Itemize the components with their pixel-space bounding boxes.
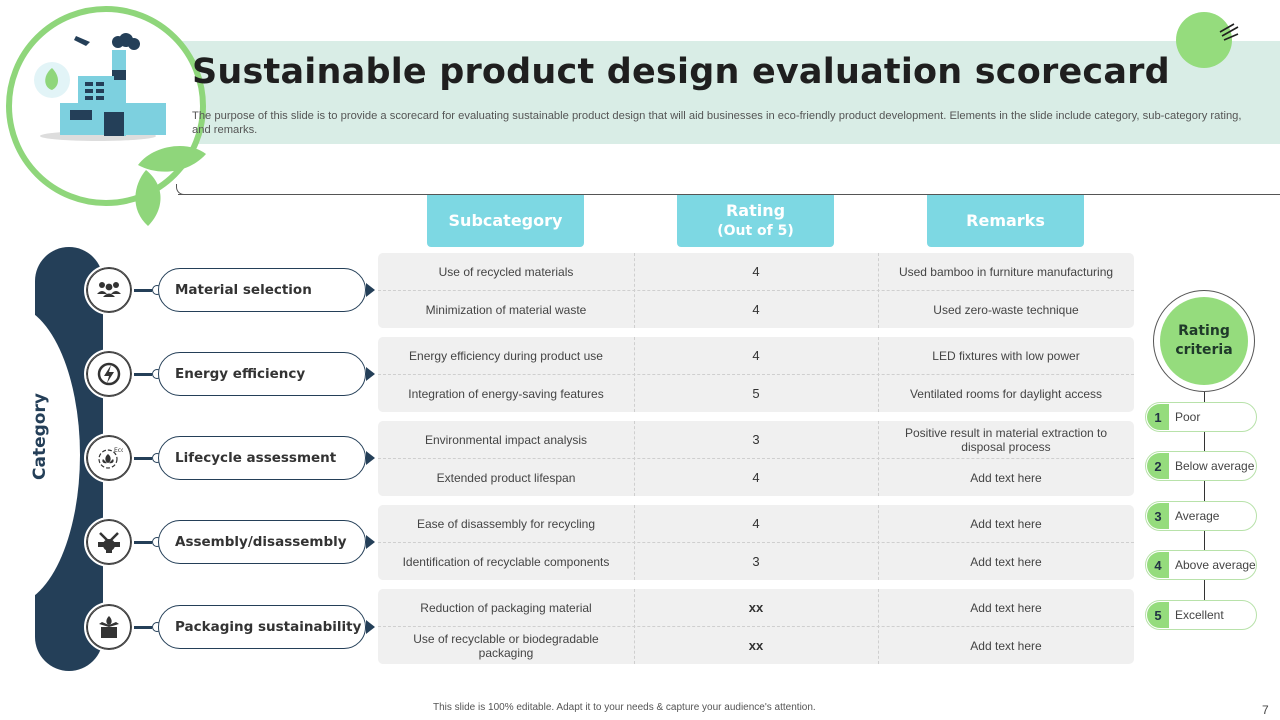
category-row-lifecycle-assessment: Eco Lifecycle assessment — [84, 433, 375, 483]
criteria-item: 2 Below average — [1145, 451, 1257, 481]
connector-line — [134, 540, 152, 544]
page-number: 7 — [1262, 703, 1269, 717]
page-subtitle: The purpose of this slide is to provide … — [192, 110, 1242, 136]
table-group-lifecycle-assessment: Environmental impact analysis 3 Positive… — [378, 421, 1134, 496]
criteria-item: 5 Excellent — [1145, 600, 1257, 630]
header-band — [150, 41, 1280, 144]
table-cell-remarks: Positive result in material extraction t… — [904, 425, 1108, 454]
arrow-right-icon — [366, 451, 375, 465]
arrow-right-icon — [366, 535, 375, 549]
column-header-remarks: Remarks — [927, 195, 1084, 247]
factory-icon — [30, 28, 170, 148]
category-icon-wrap — [84, 265, 134, 315]
category-icon-wrap — [84, 602, 134, 652]
rating-criteria-badge: Rating criteria — [1153, 290, 1255, 392]
table-group-packaging-sustainability: Reduction of packaging material xx Add t… — [378, 589, 1134, 664]
table-cell-rating: 5 — [752, 385, 760, 401]
connector-line — [134, 288, 152, 292]
table-cell-remarks: Used bamboo in furniture manufacturing — [898, 264, 1114, 279]
category-pill: Lifecycle assessment — [158, 436, 366, 480]
criteria-item: 1 Poor — [1145, 402, 1257, 432]
table-cell-subcategory: Identification of recyclable components — [402, 554, 610, 569]
category-row-packaging-sustainability: Packaging sustainability — [84, 602, 375, 652]
table-cell-remarks: Add text here — [970, 600, 1042, 615]
category-axis-label: Category — [30, 393, 50, 480]
table-cell-remarks: LED fixtures with low power — [932, 348, 1080, 363]
category-icon-wrap — [84, 349, 134, 399]
table-cell-subcategory: Ease of disassembly for recycling — [416, 516, 596, 531]
footer-note: This slide is 100% editable. Adapt it to… — [433, 702, 816, 713]
table-cell-remarks: Used zero-waste technique — [933, 302, 1079, 317]
tools-gear-icon — [87, 520, 131, 564]
lightning-icon — [87, 352, 131, 396]
table-cell-rating: 4 — [752, 515, 760, 531]
arrow-right-icon — [366, 620, 375, 634]
eco-box-icon — [87, 605, 131, 649]
table-cell-remarks: Add text here — [970, 554, 1042, 569]
connector-line — [134, 372, 152, 376]
arrow-right-icon — [366, 367, 375, 381]
header-divider — [178, 194, 1280, 195]
table-group-assembly-disassembly: Ease of disassembly for recycling 4 Add … — [378, 505, 1134, 580]
criteria-item: 4 Above average — [1145, 550, 1257, 580]
table-cell-rating: 3 — [752, 431, 760, 447]
svg-text:Eco: Eco — [114, 447, 123, 454]
category-icon-wrap: Eco — [84, 433, 134, 483]
category-row-assembly-disassembly: Assembly/disassembly — [84, 517, 375, 567]
table-cell-remarks: Add text here — [970, 638, 1042, 653]
table-cell-rating: 4 — [752, 301, 760, 317]
table-group-material-selection: Use of recycled materials 4 Used bamboo … — [378, 253, 1134, 328]
category-pill: Packaging sustainability — [158, 605, 366, 649]
table-cell-rating: 4 — [752, 263, 760, 279]
category-row-energy-efficiency: Energy efficiency — [84, 349, 375, 399]
column-header-subcategory: Subcategory — [427, 195, 584, 247]
table-cell-subcategory: Use of recycled materials — [438, 264, 574, 279]
rating-criteria-title: Rating criteria — [1160, 297, 1248, 385]
page-title: Sustainable product design evaluation sc… — [192, 52, 1170, 92]
table-cell-subcategory: Minimization of material waste — [425, 302, 587, 317]
people-check-icon — [87, 268, 131, 312]
leaves-decoration — [128, 140, 208, 230]
table-group-energy-efficiency: Energy efficiency during product use 4 L… — [378, 337, 1134, 412]
table-cell-subcategory: Use of recyclable or biodegradable packa… — [413, 631, 599, 660]
category-pill: Assembly/disassembly — [158, 520, 366, 564]
table-cell-rating: xx — [748, 599, 764, 615]
category-row-material-selection: Material selection — [84, 265, 375, 315]
table-cell-remarks: Ventilated rooms for daylight access — [909, 386, 1103, 401]
category-pill: Energy efficiency — [158, 352, 366, 396]
eco-cycle-icon: Eco — [87, 436, 131, 480]
arrow-right-icon — [366, 283, 375, 297]
table-cell-remarks: Add text here — [970, 516, 1042, 531]
criteria-item: 3 Average — [1145, 501, 1257, 531]
table-cell-rating: 4 — [752, 347, 760, 363]
category-pill: Material selection — [158, 268, 366, 312]
table-cell-rating: 4 — [752, 469, 760, 485]
table-cell-subcategory: Extended product lifespan — [436, 470, 576, 485]
sparkle-lines-icon — [1218, 22, 1242, 47]
connector-line — [134, 625, 152, 629]
table-cell-rating: xx — [748, 637, 764, 653]
connector-line — [134, 456, 152, 460]
table-cell-remarks: Add text here — [970, 470, 1042, 485]
column-header-rating: Rating (Out of 5) — [677, 195, 834, 247]
deco-circle — [1176, 12, 1232, 68]
table-cell-rating: 3 — [752, 553, 760, 569]
table-cell-subcategory: Integration of energy-saving features — [408, 386, 604, 401]
table-cell-subcategory: Reduction of packaging material — [420, 600, 592, 615]
table-cell-subcategory: Energy efficiency during product use — [409, 348, 603, 363]
table-cell-subcategory: Environmental impact analysis — [424, 432, 588, 447]
category-icon-wrap — [84, 517, 134, 567]
